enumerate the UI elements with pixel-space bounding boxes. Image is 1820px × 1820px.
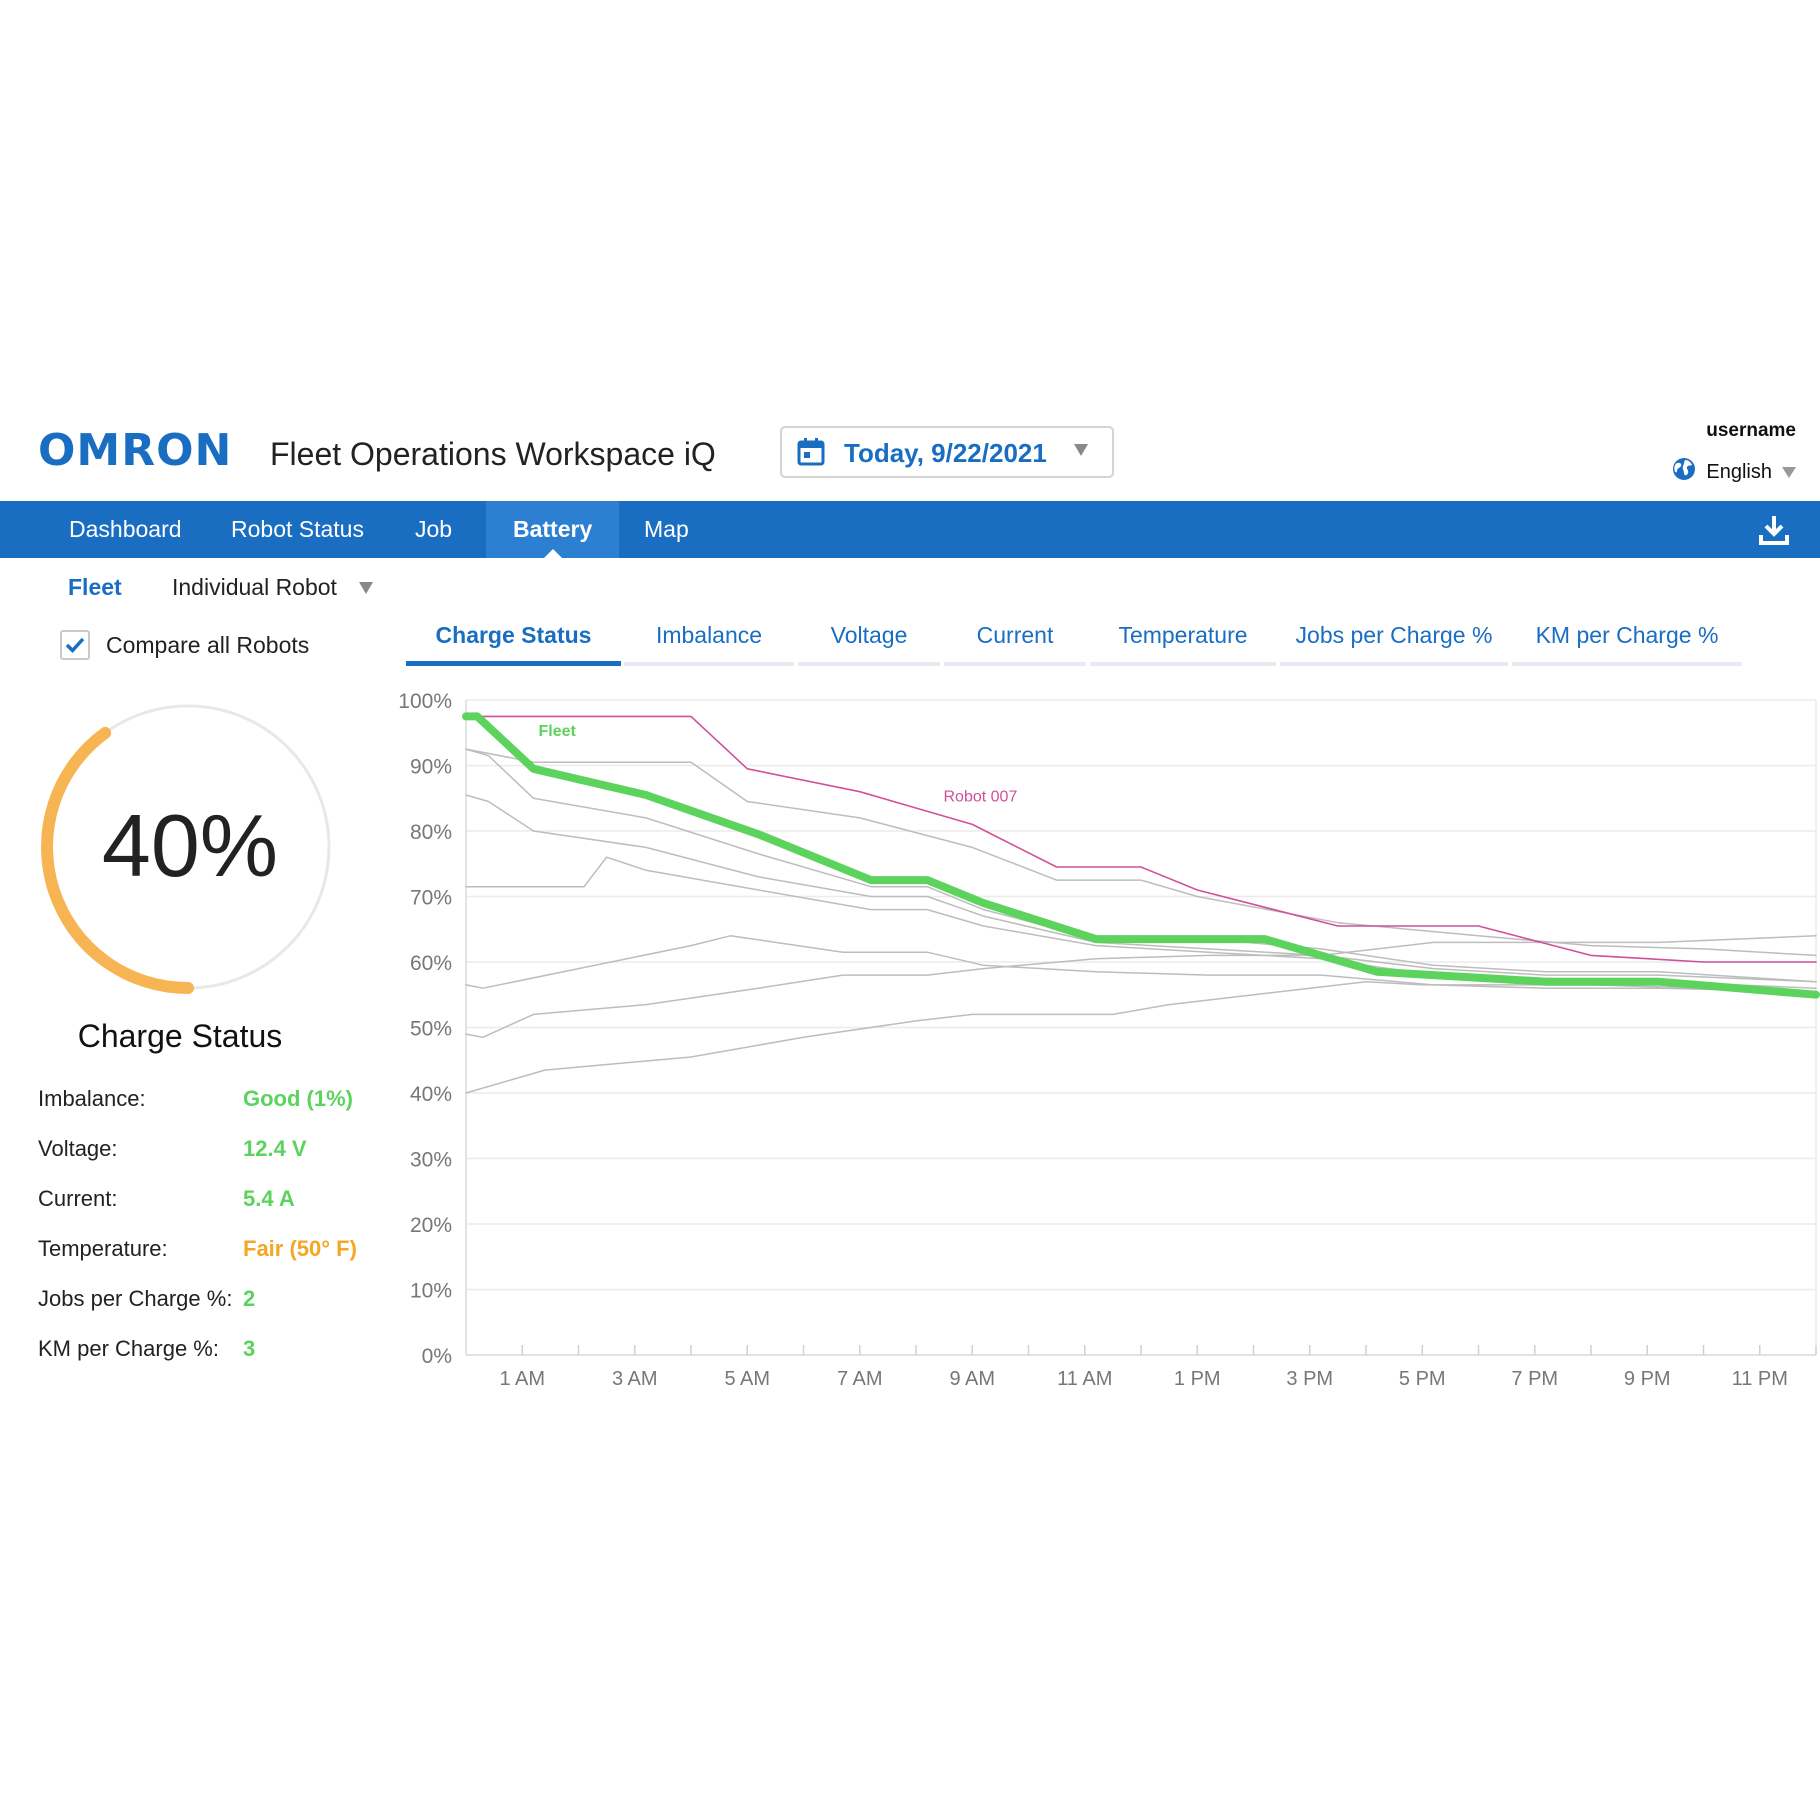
tab-imbalance[interactable]: Imbalance: [624, 622, 794, 666]
tab-jobs-per-charge[interactable]: Jobs per Charge %: [1280, 622, 1508, 666]
stat-imbalance-label: Imbalance:: [38, 1086, 146, 1111]
y-tick-label: 30%: [410, 1149, 452, 1172]
date-picker[interactable]: Today, 9/22/2021: [780, 426, 1114, 478]
charge-status-chart: 0% 10% 20% 30% 40% 50% 60% 70% 80% 90% 100% 1 AM 3 A…: [398, 690, 1820, 1390]
tab-current[interactable]: Current: [944, 622, 1086, 666]
date-label: Today, 9/22/2021: [844, 438, 1047, 468]
app-title: Fleet Operations Workspace iQ: [270, 436, 716, 472]
chevron-down-icon: [1074, 444, 1088, 456]
y-tick-label: 50%: [410, 1018, 452, 1041]
download-icon[interactable]: [1758, 514, 1790, 551]
checkmark-icon: [65, 637, 85, 654]
nav-battery[interactable]: Battery: [486, 501, 620, 558]
stat-temperature-value: Fair (50° F): [243, 1236, 357, 1261]
main-nav: Dashboard Robot Status Job Battery Map: [0, 501, 1820, 558]
robot-series-line: [465, 794, 1817, 983]
stat-voltage-label: Voltage:: [38, 1136, 118, 1161]
robot-series-line: [465, 935, 1817, 993]
x-tick-label: 7 AM: [837, 1368, 883, 1390]
tab-km-per-charge[interactable]: KM per Charge %: [1512, 622, 1742, 666]
individual-robot-label: Individual Robot: [172, 574, 337, 600]
x-tick-label: 7 PM: [1511, 1368, 1558, 1390]
tab-voltage[interactable]: Voltage: [798, 622, 940, 666]
globe-icon: [1672, 457, 1696, 487]
y-tick-label: 60%: [410, 952, 452, 975]
robot-series-line: [465, 748, 1817, 983]
y-tick-label: 80%: [410, 821, 452, 844]
stat-km-value: 3: [243, 1336, 256, 1361]
y-tick-label: 100%: [398, 690, 452, 713]
compare-all-robots: Compare all Robots: [60, 630, 309, 660]
stat-voltage-value: 12.4 V: [243, 1136, 307, 1161]
individual-robot-select[interactable]: Individual Robot: [172, 574, 373, 601]
x-tick-label: 3 AM: [612, 1368, 658, 1390]
tab-charge-status[interactable]: Charge Status: [406, 622, 621, 666]
y-tick-label: 70%: [410, 887, 452, 910]
robot-series-line: [465, 856, 1817, 989]
y-tick-label: 20%: [410, 1214, 452, 1237]
stat-current-value: 5.4 A: [243, 1186, 295, 1211]
language-label: English: [1706, 460, 1772, 483]
x-tick-label: 5 PM: [1399, 1368, 1446, 1390]
stat-temperature-label: Temperature:: [38, 1236, 168, 1261]
omron-logo: OMRON: [38, 425, 233, 476]
compare-checkbox[interactable]: [60, 630, 90, 660]
y-tick-label: 40%: [410, 1083, 452, 1106]
x-tick-label: 9 AM: [949, 1368, 995, 1390]
gauge-title: Charge Status: [77, 1018, 283, 1054]
y-tick-label: 10%: [410, 1280, 452, 1303]
x-tick-label: 9 PM: [1624, 1368, 1671, 1390]
compare-label: Compare all Robots: [106, 631, 310, 658]
gauge-fill: [41, 726, 194, 994]
x-tick-label: 11 AM: [1057, 1368, 1112, 1390]
robot-series-line: [465, 935, 1817, 1039]
stat-current-label: Current:: [38, 1186, 118, 1211]
chevron-down-icon: [358, 581, 373, 594]
tab-temperature[interactable]: Temperature: [1090, 622, 1276, 666]
stat-imbalance-value: Good (1%): [243, 1086, 353, 1111]
x-tick-label: 11 PM: [1732, 1368, 1788, 1390]
x-tick-label: 1 PM: [1174, 1368, 1221, 1390]
nav-robot-status[interactable]: Robot Status: [231, 516, 364, 542]
charge-percent: 40%: [101, 796, 279, 895]
robot-007-annotation: Robot 007: [944, 789, 1018, 806]
charge-gauge: [41, 704, 331, 994]
scope-fleet[interactable]: Fleet: [68, 574, 122, 600]
y-tick-label: 0%: [422, 1345, 452, 1368]
calendar-icon: [796, 437, 826, 472]
nav-job[interactable]: Job: [415, 516, 453, 542]
x-tick-label: 3 PM: [1286, 1368, 1333, 1390]
robot-series-line: [465, 980, 1817, 1094]
username[interactable]: username: [1706, 420, 1796, 441]
x-tick-label: 5 AM: [724, 1368, 770, 1390]
robot-series-line: [465, 748, 1817, 957]
chevron-down-icon: [1782, 466, 1796, 478]
stat-km-label: KM per Charge %:: [38, 1336, 219, 1361]
nav-map[interactable]: Map: [644, 516, 689, 542]
x-tick-label: 1 AM: [499, 1368, 545, 1390]
fleet-series-line: [462, 712, 1820, 999]
language-selector[interactable]: English: [1672, 458, 1796, 486]
y-tick-label: 90%: [410, 756, 452, 779]
stat-jobs-label: Jobs per Charge %:: [38, 1286, 233, 1311]
robot-007-series-line: [476, 715, 1817, 963]
fleet-annotation: Fleet: [539, 723, 577, 740]
nav-dashboard[interactable]: Dashboard: [69, 516, 182, 542]
stat-jobs-value: 2: [243, 1286, 256, 1311]
